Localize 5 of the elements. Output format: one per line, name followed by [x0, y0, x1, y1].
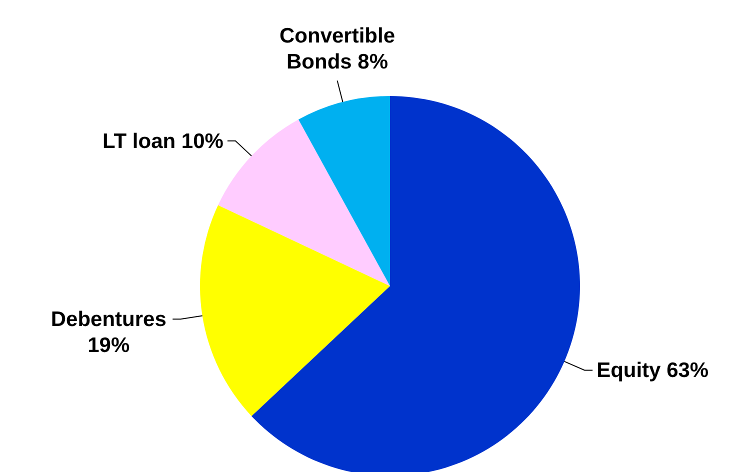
slice-label: Convertible Bonds 8% [280, 24, 396, 74]
slice-label: LT loan 10% [102, 130, 224, 153]
slice-label: Equity 63% [596, 359, 709, 382]
data-label: 19% [88, 334, 130, 358]
slice-label: Debentures [50, 308, 166, 332]
